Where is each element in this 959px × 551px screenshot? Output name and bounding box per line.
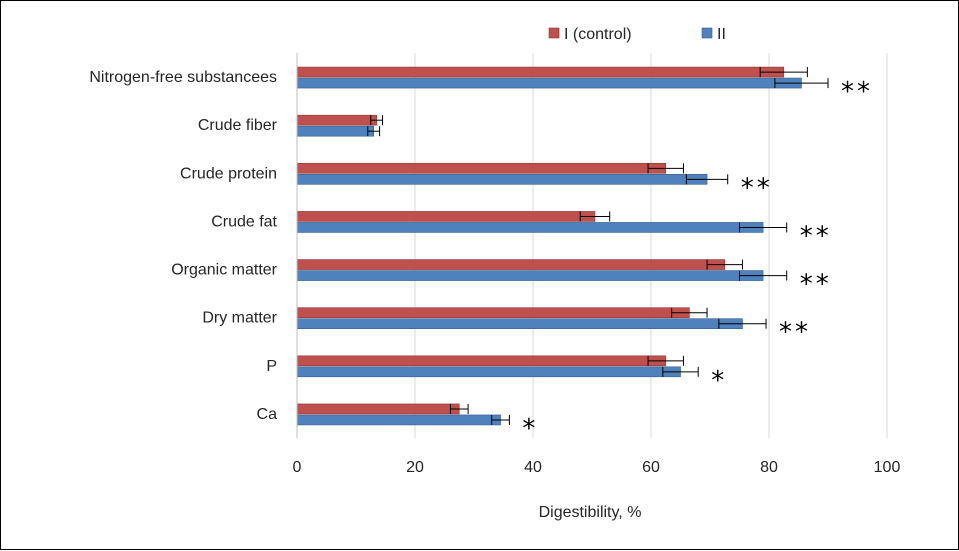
bars: [296, 66, 829, 426]
legend-swatch-ii: [701, 27, 713, 39]
significance-label: **: [841, 77, 873, 107]
category-label: Crude fat: [211, 213, 277, 230]
category-label: Crude protein: [180, 165, 277, 182]
category-label: Dry matter: [202, 310, 277, 327]
x-tick-label: 40: [524, 459, 542, 476]
category-label: Organic matter: [171, 262, 277, 279]
category-label: P: [266, 358, 277, 375]
legend: I (control) II: [548, 26, 726, 43]
significance-label: *: [522, 414, 538, 444]
category-label: Nitrogen-free substancees: [89, 69, 277, 86]
bar: [296, 259, 726, 270]
bar: [296, 270, 764, 281]
significance-label: **: [800, 270, 832, 300]
bar: [296, 77, 802, 89]
x-tick-label: 100: [874, 459, 901, 476]
significance-label: **: [741, 173, 773, 203]
bar: [296, 355, 667, 367]
legend-label-ii: II: [717, 26, 726, 43]
x-tick-label: 0: [293, 459, 302, 476]
significance-label: **: [779, 318, 811, 348]
bar: [296, 403, 460, 415]
bar: [296, 174, 708, 185]
bar: [296, 222, 764, 233]
significance-label: *: [711, 366, 727, 396]
bar: [296, 125, 374, 137]
bar: [296, 366, 681, 378]
bar: [296, 66, 785, 78]
bar: [296, 163, 667, 174]
x-tick-label: 80: [760, 459, 778, 476]
x-tick-label: 20: [406, 459, 424, 476]
bar: [296, 307, 690, 318]
x-tick-label: 60: [642, 459, 660, 476]
significance-label: **: [800, 221, 832, 251]
bar: [296, 414, 501, 426]
legend-label-control: I (control): [564, 26, 632, 43]
x-axis-title: Digestibility, %: [539, 504, 642, 521]
bar: [296, 114, 377, 126]
category-label: Crude fiber: [198, 117, 278, 134]
legend-swatch-control: [548, 27, 560, 39]
bar: [296, 318, 743, 329]
bar: [296, 211, 596, 222]
category-label: Ca: [257, 406, 278, 423]
